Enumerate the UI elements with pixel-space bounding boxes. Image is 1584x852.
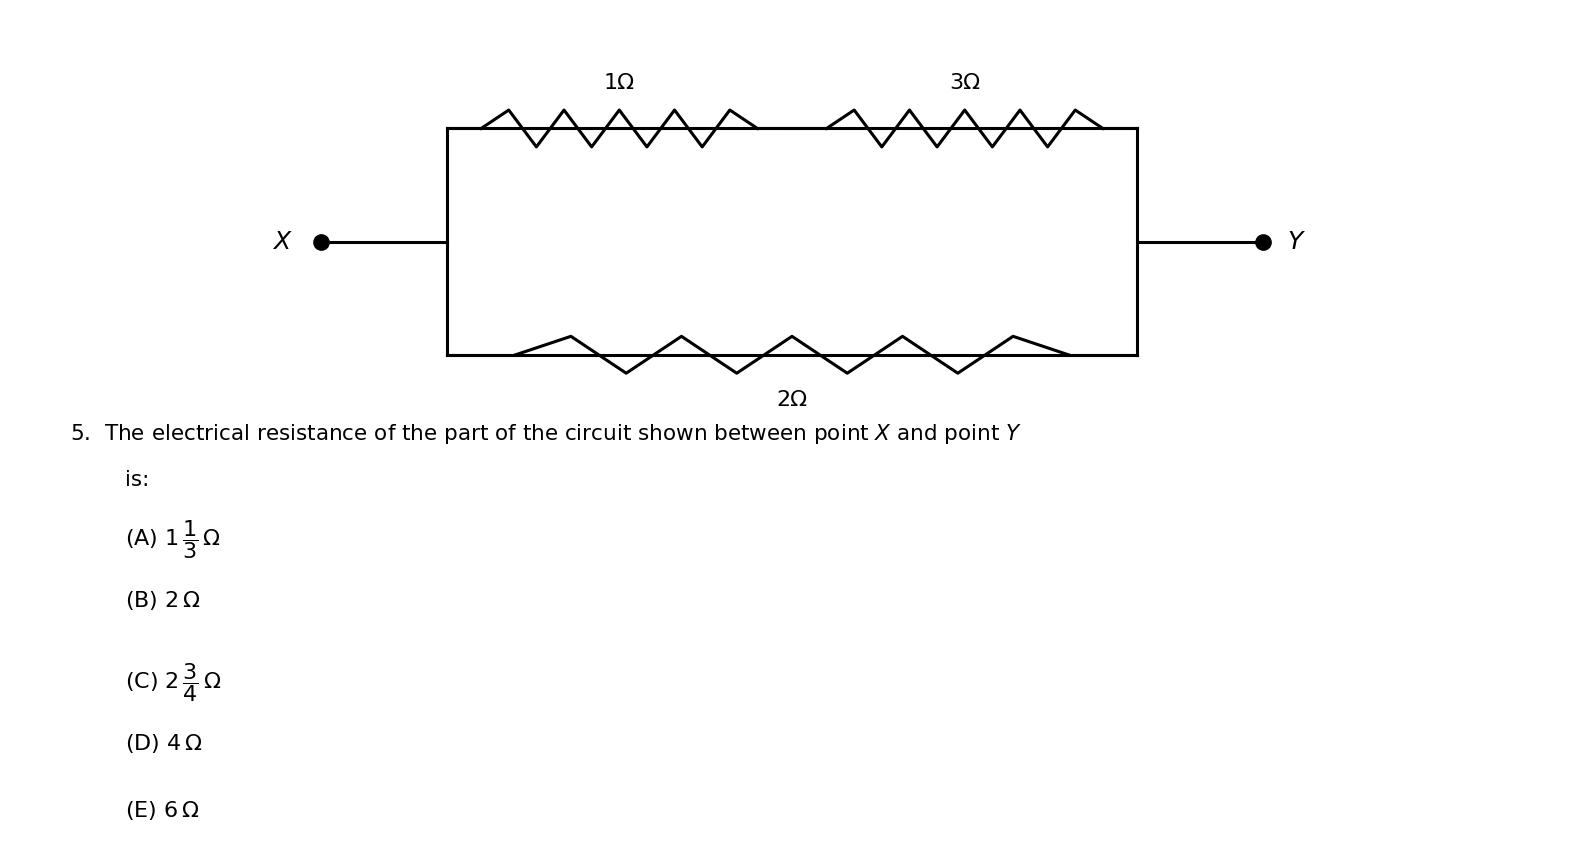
Text: (A) $1\,\dfrac{1}{3}\,\Omega$: (A) $1\,\dfrac{1}{3}\,\Omega$ [125,518,220,561]
Text: $Y$: $Y$ [1286,230,1305,254]
Text: (D) $4\,\Omega$: (D) $4\,\Omega$ [125,732,203,755]
Text: (E) $6\,\Omega$: (E) $6\,\Omega$ [125,799,200,822]
Text: (B) $2\,\Omega$: (B) $2\,\Omega$ [125,590,200,613]
Text: 2Ω: 2Ω [776,390,808,410]
Text: 1Ω: 1Ω [604,73,635,93]
Text: (C) $2\,\dfrac{3}{4}\,\Omega$: (C) $2\,\dfrac{3}{4}\,\Omega$ [125,660,222,704]
Text: 5.  The electrical resistance of the part of the circuit shown between point $X$: 5. The electrical resistance of the part… [70,422,1022,446]
Text: $X$: $X$ [272,230,293,254]
Text: 3Ω: 3Ω [949,73,980,93]
Text: is:: is: [125,470,149,491]
